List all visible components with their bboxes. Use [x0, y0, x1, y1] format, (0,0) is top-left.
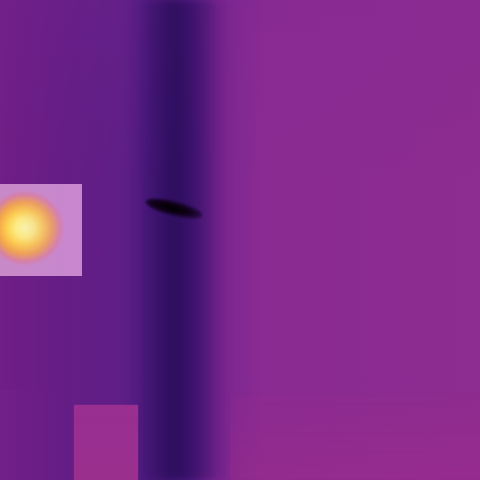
lower-warm-rectangle: [74, 405, 138, 480]
hotspot-patch: [0, 184, 82, 276]
lower-warm-region: [230, 395, 480, 480]
vertical-cool-shadow: [135, 0, 230, 480]
upper-tint: [0, 0, 480, 180]
bottom-left-band: [0, 390, 74, 480]
